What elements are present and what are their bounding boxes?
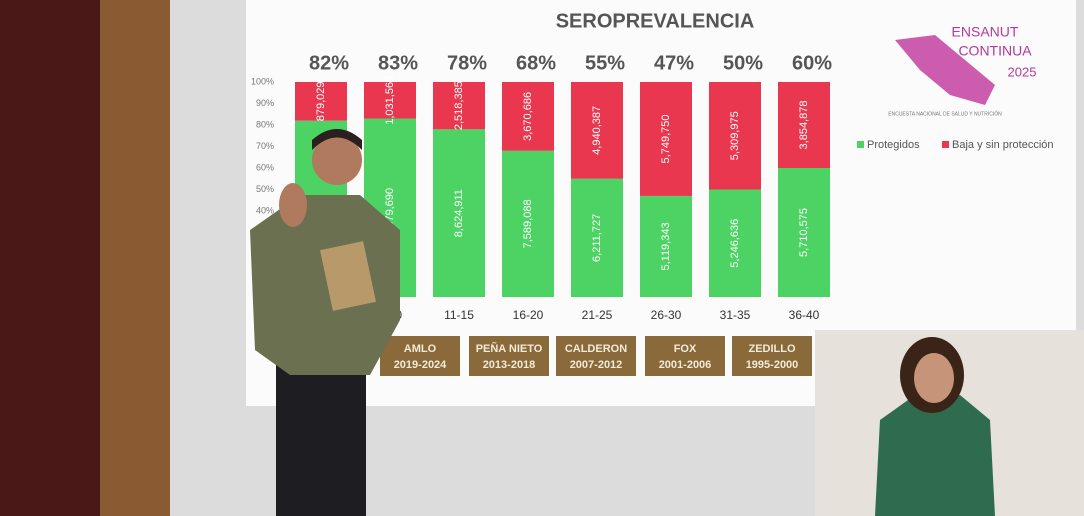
count-label: 4,940,387: [591, 106, 603, 155]
era-name: ZEDILLO: [748, 343, 795, 355]
y-tick-label: 80%: [256, 119, 274, 129]
percent-label: 47%: [654, 52, 694, 74]
count-label: 7,589,088: [522, 199, 534, 248]
logo-text: CONTINUA: [958, 43, 1032, 59]
bar-segment: [778, 82, 830, 168]
legend-swatch: [942, 141, 949, 148]
y-tick-label: 60%: [256, 162, 274, 172]
y-tick-label: 40%: [256, 205, 274, 215]
bar-segment: [709, 189, 761, 297]
era-name: CALDERON: [565, 343, 627, 355]
era-years: 2001-2006: [659, 359, 712, 371]
count-label: 1,031,569: [384, 76, 396, 125]
era-box: [380, 336, 460, 376]
x-tick-label: 36-40: [789, 308, 820, 322]
bar-segment: [640, 82, 692, 196]
percent-label: 68%: [516, 52, 556, 74]
era-box: [469, 336, 549, 376]
x-tick-label: 16-20: [513, 308, 544, 322]
era-box: [556, 336, 636, 376]
y-tick-label: 50%: [256, 184, 274, 194]
chart-title: SEROPREVALENCIA: [556, 10, 755, 32]
percent-label: 55%: [585, 52, 625, 74]
bar-segment: [364, 82, 416, 119]
logo-year: 2025: [1008, 64, 1037, 79]
interpreter: [875, 337, 995, 516]
percent-label: 50%: [723, 52, 763, 74]
logo-text: ENSANUT: [952, 24, 1019, 40]
y-tick-label: 100%: [251, 76, 274, 86]
era-name: PEÑA NIETO: [476, 342, 543, 355]
era-name: AMLO: [404, 343, 437, 355]
bar-segment: [433, 129, 485, 297]
x-tick-label: 21-25: [582, 308, 613, 322]
x-tick-label: 26-30: [651, 308, 682, 322]
count-label: 3,670,686: [522, 92, 534, 141]
legend-swatch: [857, 141, 864, 148]
x-tick-label: 31-35: [720, 308, 751, 322]
percent-label: 78%: [447, 52, 487, 74]
era-years: 1995-2000: [746, 359, 799, 371]
percent-label: 60%: [792, 52, 832, 74]
percent-label: 82%: [309, 52, 349, 74]
y-tick-label: 90%: [256, 98, 274, 108]
count-label: 879,029: [315, 81, 327, 121]
bar-segment: [571, 82, 623, 179]
count-label: 5,119,343: [660, 222, 672, 270]
y-tick-label: 70%: [256, 141, 274, 151]
count-label: 6,211,727: [591, 214, 603, 262]
era-name: FOX: [674, 343, 697, 355]
count-label: 379,690: [384, 188, 396, 228]
era-box: [645, 336, 725, 376]
bar-segment: [640, 195, 692, 297]
x-tick-label: 11-15: [444, 308, 474, 322]
logo-subtitle: ENCUESTA NACIONAL DE SALUD Y NUTRICIÓN: [888, 110, 1002, 117]
era-years: 2013-2018: [483, 359, 536, 371]
era-years: 2019-2024: [394, 359, 447, 371]
legend-label: Baja y sin protección: [952, 139, 1054, 151]
count-label: 2,518,385: [453, 81, 465, 130]
logo-map: [895, 35, 995, 105]
bar-segment: [571, 178, 623, 297]
bar-segment: [433, 82, 485, 130]
bar-segment: [295, 82, 347, 121]
count-label: 5,749,750: [660, 115, 672, 164]
count-label: 5,710,575: [798, 208, 810, 257]
era-years: 2007-2012: [570, 359, 623, 371]
bar-segment: [778, 168, 830, 297]
bar-segment: [502, 150, 554, 297]
speaker: [250, 129, 400, 516]
count-label: 8,624,911: [453, 189, 465, 237]
chart: 0%10%20%30%40%50%60%70%80%90%100%82%879,…: [251, 52, 1054, 376]
bar-segment: [709, 82, 761, 190]
bar-segment: [502, 82, 554, 151]
curtain: [0, 0, 100, 516]
count-label: 5,309,975: [729, 111, 741, 160]
era-box: [732, 336, 812, 376]
percent-label: 83%: [378, 52, 418, 74]
count-label: 5,246,636: [729, 219, 741, 268]
legend-label: Protegidos: [867, 139, 920, 151]
wood-panel: [100, 0, 170, 516]
count-label: 3,854,878: [798, 101, 810, 150]
